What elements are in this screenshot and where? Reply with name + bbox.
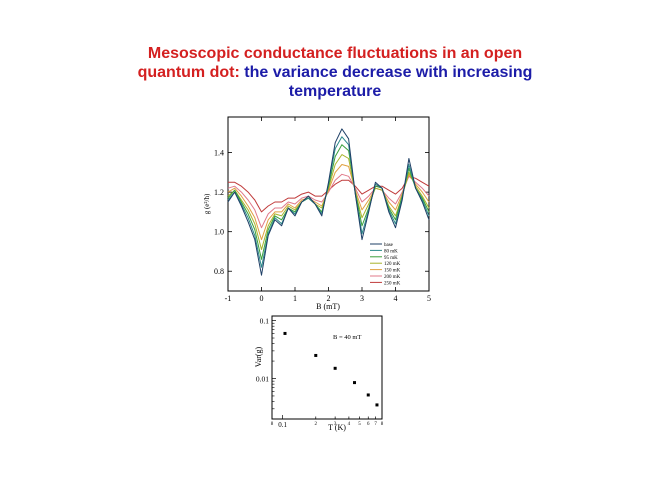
slide-title: Mesoscopic conductance fluctuations in a… [100, 44, 570, 101]
x-tick-label: 3 [360, 294, 364, 303]
y-tick-label: 1.4 [214, 149, 224, 158]
legend-label: 95 mK [384, 256, 398, 261]
legend-label: 150 mK [384, 269, 401, 274]
title-line-3: temperature [288, 83, 382, 100]
x-tick-label: 7 [374, 422, 377, 427]
y-tick-label: 1.2 [214, 188, 224, 197]
series-line [227, 144, 430, 260]
variance-y-axis-label: Var(g) [254, 346, 263, 367]
x-tick-label: 2 [315, 422, 318, 427]
variance-points [283, 331, 379, 407]
x-tick-label: 5 [427, 294, 431, 303]
x-tick-label: 0 [260, 294, 264, 303]
title-line-2-blue: the variance decrease with increasing [239, 64, 533, 81]
variance-x-axis-label: T (K) [328, 423, 346, 432]
x-tick-label: 8 [271, 422, 274, 427]
data-point [333, 366, 337, 370]
x-tick-label: 6 [367, 422, 370, 427]
series-line [227, 136, 430, 268]
variance-ticks: 8 0.1 2 3 4 5 6 7 80.10.01 [256, 317, 384, 429]
conductance-series [227, 128, 430, 276]
series-line [227, 154, 430, 250]
series-line [228, 175, 430, 213]
legend-label: 120 mK [384, 262, 401, 267]
x-tick-label: 8 [381, 422, 384, 427]
conductance-plot-frame [227, 116, 430, 292]
data-point [366, 393, 370, 397]
conductance-x-axis-label: B (mT) [316, 302, 340, 311]
x-tick-label: 5 [358, 422, 361, 427]
conductance-y-axis-label: g (e²/h) [203, 193, 211, 214]
x-tick-label: 0.1 [278, 421, 287, 429]
data-point [353, 381, 357, 385]
x-tick-label: 1 [293, 294, 297, 303]
x-tick-label: 2 [327, 294, 331, 303]
y-tick-label: 0.8 [214, 267, 224, 276]
data-point [314, 353, 318, 357]
legend-label: 200 mK [384, 275, 401, 280]
legend-label: base [384, 243, 394, 248]
x-tick-label: 4 [394, 294, 398, 303]
title-line-1: Mesoscopic conductance fluctuations in a… [147, 45, 523, 62]
data-point [375, 403, 379, 407]
series-line [227, 164, 430, 241]
conductance-ticks: -1 0 1 2 3 4 5 0.8 1.0 1.2 1.4 [214, 117, 431, 303]
title-line-2-red: quantum dot: [137, 64, 240, 81]
legend-label: 250 mK [384, 281, 401, 286]
y-tick-label: 0.1 [260, 317, 270, 326]
title-line-2: quantum dot: the variance decrease with … [100, 63, 570, 82]
x-tick-label: 3 [334, 422, 337, 427]
series-line [227, 173, 430, 229]
variance-plot-frame [271, 315, 383, 420]
legend-label: 80 mK [384, 249, 398, 254]
data-point [283, 331, 287, 335]
series-line [227, 128, 430, 276]
x-tick-label: 4 [348, 422, 351, 427]
variance-annotation: B = 40 mT [333, 334, 361, 341]
y-tick-label: 0.01 [256, 375, 269, 384]
y-tick-label: 1.0 [214, 228, 224, 237]
x-tick-label: -1 [225, 294, 232, 303]
